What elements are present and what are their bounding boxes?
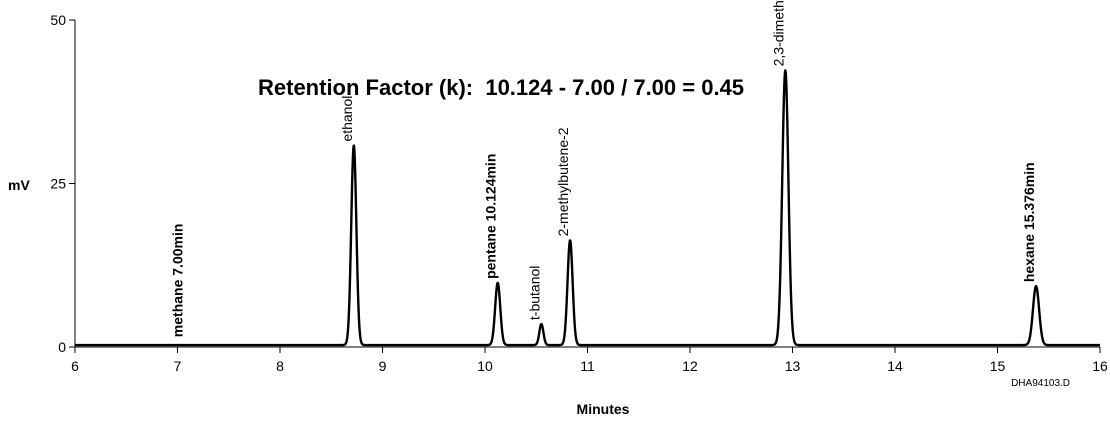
chromatogram-trace <box>73 69 1102 347</box>
x-tick-label: 12 <box>682 358 698 374</box>
retention-factor-annotation: Retention Factor (k): 10.124 - 7.00 / 7.… <box>258 75 744 100</box>
peak-label: t-butanol <box>526 266 542 320</box>
x-tick-label: 8 <box>276 358 284 374</box>
peak-label-text: pentane 10.124min <box>483 154 499 279</box>
peak-label-text: ethanol <box>339 96 355 142</box>
x-axis-label: Minutes <box>577 401 630 417</box>
unretained-marker-label: methane 7.00min <box>170 224 186 338</box>
labels-layer: ethanol pentane 10.124min t-butanol 2-methy… <box>170 0 1038 337</box>
peak-label: hexane 15.376min <box>1021 162 1037 282</box>
x-tick-label: 14 <box>887 358 903 374</box>
peak-label-text: t-butanol <box>526 266 542 320</box>
peak-label-text: methane 7.00min <box>170 224 186 338</box>
peak-label-text: 2-methylbutene-2 <box>555 127 571 236</box>
peak-label: ethanol <box>339 96 355 142</box>
peak-label: 2,3-dimethylbutane & MTBE <box>770 0 786 66</box>
x-tick-label: 15 <box>990 358 1006 374</box>
y-axis-label: mV <box>8 177 30 193</box>
data-file-id: DHA94103.D <box>1011 378 1070 389</box>
peak-label-text: 2,3-dimethylbutane & MTBE <box>770 0 786 66</box>
peak-label: pentane 10.124min <box>483 154 499 279</box>
x-tick-label: 16 <box>1092 358 1108 374</box>
y-tick-label: 25 <box>50 176 66 192</box>
x-tick-label: 13 <box>785 358 801 374</box>
x-tick-label: 10 <box>477 358 493 374</box>
axes-layer: 0 25 50 6 7 8 9 10 11 12 13 14 15 16 <box>50 12 1108 374</box>
x-tick-label: 7 <box>174 358 182 374</box>
x-tick-label: 9 <box>379 358 387 374</box>
y-tick-label: 0 <box>58 339 66 355</box>
y-tick-label: 50 <box>50 12 66 28</box>
x-tick-label: 11 <box>580 358 595 374</box>
x-tick-label: 6 <box>71 358 79 374</box>
trace-layer <box>73 69 1102 347</box>
peak-label: 2-methylbutene-2 <box>555 127 571 236</box>
peak-label-text: hexane 15.376min <box>1021 162 1037 282</box>
